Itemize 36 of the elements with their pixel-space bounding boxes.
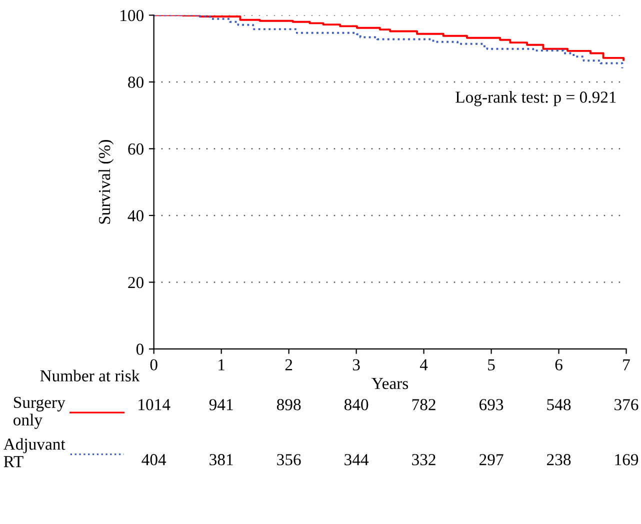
text: 782 xyxy=(412,399,436,410)
text: 404 xyxy=(142,454,166,466)
text: 381 xyxy=(210,454,233,466)
x-tick-label: 6 xyxy=(555,359,562,370)
x-tick-label: 2 xyxy=(285,359,292,370)
y-tick-label: 40 xyxy=(128,210,144,222)
text: Number at risk xyxy=(40,370,140,382)
text: 941 xyxy=(209,399,233,410)
text: 840 xyxy=(344,399,368,410)
y-tick-label: 60 xyxy=(128,143,144,155)
y-tick-label: 0 xyxy=(136,344,144,355)
x-axis-title: Years xyxy=(372,378,408,390)
x-tick-label: 0 xyxy=(150,359,158,370)
text: 1014 xyxy=(138,399,170,410)
text: 169 xyxy=(615,454,638,466)
x-tick-label: 3 xyxy=(352,359,360,370)
text: 356 xyxy=(277,454,301,466)
y-tick-label: 20 xyxy=(128,276,144,288)
x-tick-label: 7 xyxy=(623,359,630,370)
text: 548 xyxy=(547,399,571,410)
text: 376 xyxy=(614,399,638,410)
x-tick-label: 5 xyxy=(488,359,495,370)
text: 297 xyxy=(480,454,504,466)
text: 344 xyxy=(344,454,369,466)
text: 693 xyxy=(479,399,504,410)
y-tick-label: 80 xyxy=(128,76,144,88)
legend-label: Adjuvant RT xyxy=(3,438,66,468)
annotation: Log-rank test: p = 0.921 xyxy=(456,91,616,106)
text: 898 xyxy=(276,399,301,410)
x-tick-label: 1 xyxy=(218,359,224,370)
x-tick-label: 4 xyxy=(420,359,428,370)
text: 238 xyxy=(547,454,571,466)
y-axis-title: Survival (%) xyxy=(98,140,114,224)
legend-label: Surgery only xyxy=(14,396,66,429)
y-tick-label: 100 xyxy=(120,10,144,22)
text: 332 xyxy=(412,454,436,466)
